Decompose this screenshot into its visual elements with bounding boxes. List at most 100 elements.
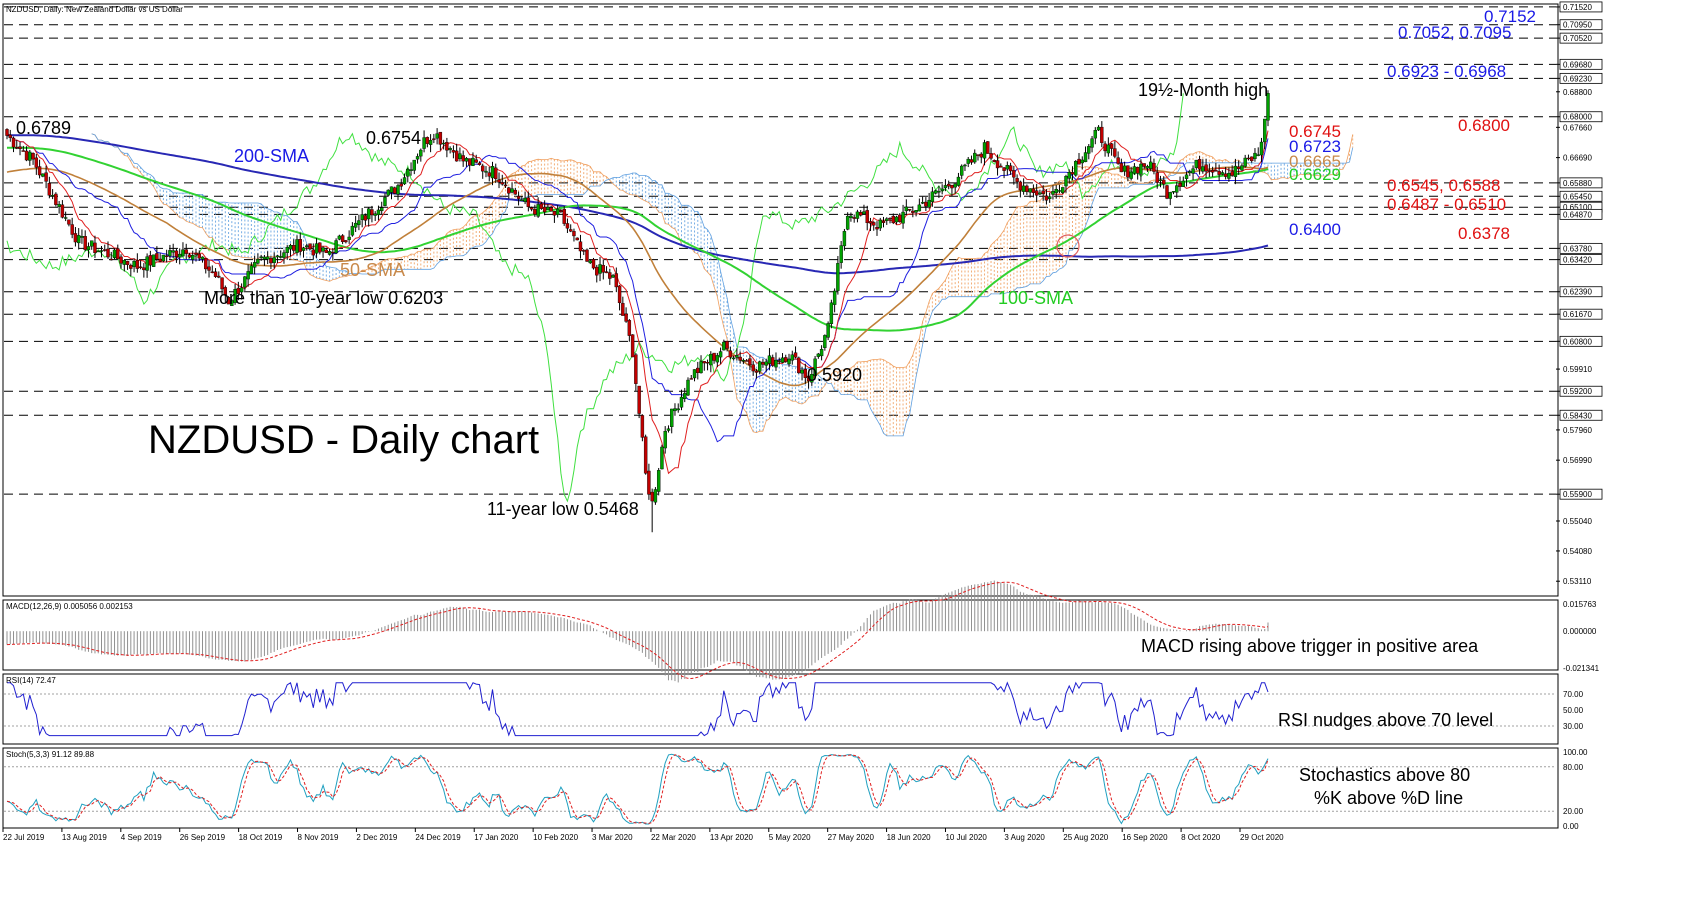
indicator-lines — [6, 93, 1269, 503]
candle-body — [155, 253, 159, 260]
candle-body — [510, 188, 514, 193]
candle-body — [614, 273, 619, 288]
candle-body — [210, 271, 214, 273]
price-tick-label: 0.68000 — [1563, 113, 1592, 122]
candle-body — [963, 164, 967, 167]
candle-body — [930, 191, 935, 202]
candle-body — [907, 208, 912, 211]
candle-body — [1126, 165, 1130, 178]
candle-body — [715, 355, 720, 363]
level-label-0-6923-0-6968: 0.6923 - 0.6968 — [1387, 62, 1506, 81]
candle-body — [145, 256, 149, 271]
candle-body — [1223, 173, 1228, 177]
candle-body — [878, 219, 882, 229]
candle-body — [709, 353, 713, 366]
candle-body — [256, 259, 260, 264]
candle-body — [832, 290, 837, 305]
candle-body — [578, 241, 583, 252]
candle-body — [1266, 93, 1270, 121]
candle-body — [8, 134, 12, 138]
date-tick-label: 5 May 2020 — [769, 833, 811, 842]
price-tick-label: 0.70950 — [1563, 21, 1592, 30]
candle-body — [914, 210, 918, 213]
candle-body — [1191, 168, 1195, 174]
candle-body — [516, 196, 521, 199]
candle-body — [308, 243, 312, 250]
candle-body — [503, 184, 508, 187]
candle-body — [1044, 195, 1049, 201]
date-tick-label: 26 Sep 2019 — [180, 833, 226, 842]
candle-body — [239, 287, 244, 293]
candle-body — [787, 358, 791, 365]
candle-body — [1021, 185, 1026, 192]
candle-body — [660, 446, 664, 470]
candle-body — [432, 138, 436, 140]
candle-body — [109, 258, 113, 261]
candle-body — [41, 173, 45, 177]
rsi-tick-label: 50.00 — [1563, 706, 1584, 715]
candle-body — [1008, 165, 1013, 172]
candle-body — [595, 266, 599, 276]
candle-body — [138, 266, 143, 269]
candle-body — [992, 160, 996, 163]
candle-body — [73, 233, 78, 243]
candle-body — [738, 356, 742, 361]
date-tick-label: 13 Apr 2020 — [710, 833, 754, 842]
candle-body — [194, 252, 198, 255]
candle-body — [982, 142, 987, 159]
candle-body — [24, 150, 29, 161]
candle-body — [370, 209, 374, 216]
candle-body — [692, 369, 697, 379]
candle-body — [598, 264, 602, 274]
price-tick-label: 0.56990 — [1563, 456, 1592, 465]
annotation-price-0-6789: 0.6789 — [16, 118, 71, 138]
candle-body — [999, 165, 1003, 168]
macd-tick-label: 0.000000 — [1563, 627, 1597, 636]
price-tick-label: 0.68800 — [1563, 88, 1592, 97]
candle-body — [712, 352, 716, 361]
chikou-span-line — [6, 93, 1184, 503]
candle-body — [627, 320, 632, 336]
candle-body — [494, 167, 498, 179]
candle-body — [875, 226, 879, 230]
candle-body — [679, 396, 684, 408]
candle-body — [565, 223, 570, 229]
candle-body — [399, 183, 403, 187]
candle-body — [168, 250, 172, 257]
candle-body — [953, 183, 957, 188]
candle-body — [673, 408, 677, 412]
candle-body — [937, 191, 941, 193]
candle-body — [591, 259, 596, 269]
candle-body — [826, 323, 830, 338]
price-tick-box — [1559, 242, 1603, 254]
candle-body — [643, 436, 648, 474]
candle-body — [569, 229, 573, 232]
price-tick-label: 0.57960 — [1563, 426, 1592, 435]
candle-body — [31, 153, 35, 160]
candle-body — [1204, 164, 1208, 172]
candle-body — [611, 275, 615, 278]
candle-body — [474, 159, 478, 163]
candle-body — [722, 341, 726, 351]
candle-body — [855, 211, 860, 219]
candle-body — [5, 129, 9, 136]
candle-body — [243, 276, 247, 288]
candle-body — [171, 250, 175, 253]
candle-body — [819, 349, 824, 357]
date-tick-label: 3 Mar 2020 — [592, 833, 633, 842]
candle-body — [872, 222, 876, 226]
candle-body — [1100, 126, 1104, 143]
candle-body — [184, 249, 188, 254]
candle-body — [1158, 179, 1163, 181]
sma-100-line — [6, 146, 1269, 332]
candle-body — [562, 209, 566, 224]
candle-body — [986, 141, 990, 154]
candle-body — [1246, 157, 1251, 160]
candle-body — [1230, 171, 1234, 176]
candle-body — [428, 139, 433, 145]
candle-body — [1122, 165, 1127, 172]
candle-body — [891, 215, 895, 224]
candle-body — [888, 217, 892, 220]
candle-body — [500, 182, 504, 185]
candle-body — [132, 261, 136, 267]
